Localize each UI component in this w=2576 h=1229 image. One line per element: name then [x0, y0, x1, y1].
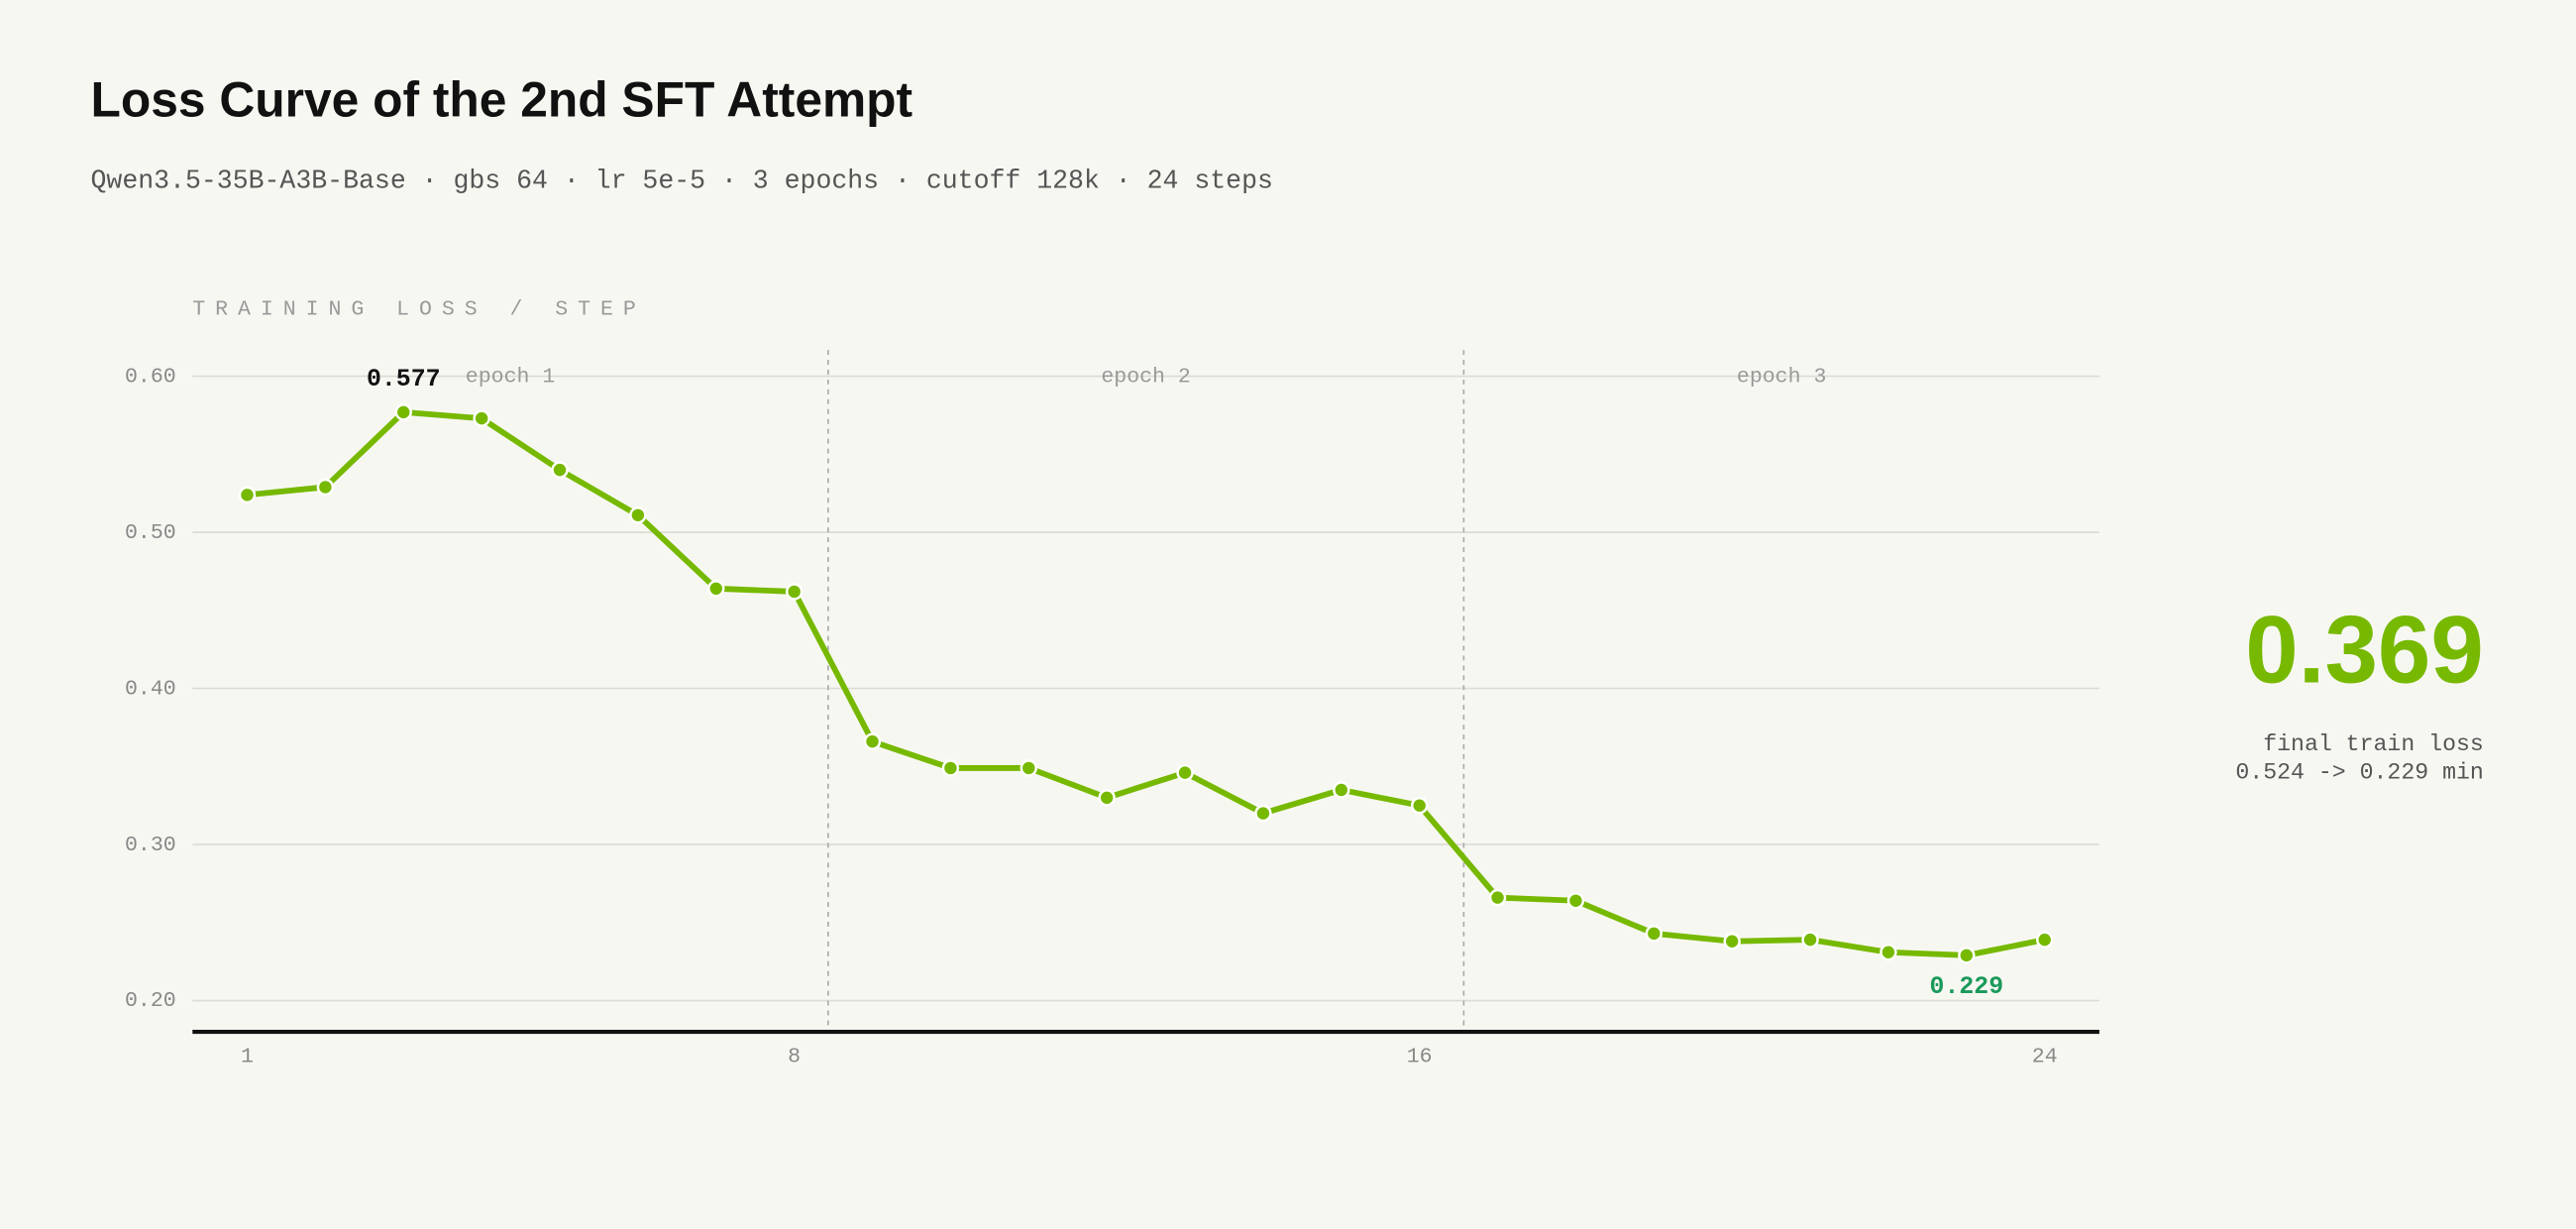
y-tick-label: 0.30 — [125, 834, 176, 857]
data-point — [707, 580, 725, 598]
data-point — [629, 506, 647, 524]
summary-value: 0.369 — [2245, 597, 2484, 703]
data-point — [863, 732, 882, 750]
loss-line — [247, 408, 2046, 958]
data-point — [2036, 931, 2054, 949]
min-label: 0.229 — [1930, 973, 2004, 1001]
y-tick-label: 0.60 — [125, 365, 176, 389]
epoch-label: epoch 1 — [466, 365, 556, 389]
data-point — [1254, 804, 1272, 823]
data-point — [473, 409, 490, 427]
data-point — [1566, 892, 1585, 910]
data-point — [316, 478, 335, 497]
data-point — [1723, 933, 1741, 950]
y-tick-label: 0.40 — [125, 677, 176, 701]
data-point — [551, 461, 569, 479]
x-tick-label: 24 — [2032, 1046, 2058, 1069]
summary-detail: 0.524 -> 0.229 min — [2235, 759, 2483, 785]
x-tick-label: 1 — [241, 1046, 254, 1069]
data-point — [1801, 931, 1819, 949]
x-tick-label: 8 — [788, 1046, 801, 1069]
y-tick-label: 0.20 — [125, 989, 176, 1013]
epoch-label: epoch 3 — [1737, 365, 1827, 389]
data-point — [1645, 925, 1664, 943]
data-point — [1020, 759, 1037, 777]
data-point — [1879, 944, 1897, 961]
x-tick-label: 16 — [1407, 1046, 1433, 1069]
data-point — [394, 403, 412, 421]
data-point — [1488, 888, 1507, 907]
data-point — [1176, 763, 1194, 782]
y-tick-label: 0.50 — [125, 521, 176, 545]
data-point — [1958, 947, 1976, 964]
chart-subtitle: Qwen3.5-35B-A3B-Base · gbs 64 · lr 5e-5 … — [90, 166, 1272, 195]
data-point — [1333, 781, 1350, 799]
chart-title: Loss Curve of the 2nd SFT Attempt — [90, 72, 912, 128]
summary-label: final train loss — [2263, 731, 2484, 757]
data-point — [1410, 797, 1429, 815]
data-point — [785, 583, 804, 601]
max-label: 0.577 — [367, 366, 441, 393]
epoch-label: epoch 2 — [1101, 365, 1191, 389]
data-point — [1098, 789, 1116, 807]
data-point — [941, 759, 960, 777]
data-point — [238, 486, 257, 504]
axis-label: TRAINING LOSS / STEP — [192, 297, 646, 321]
